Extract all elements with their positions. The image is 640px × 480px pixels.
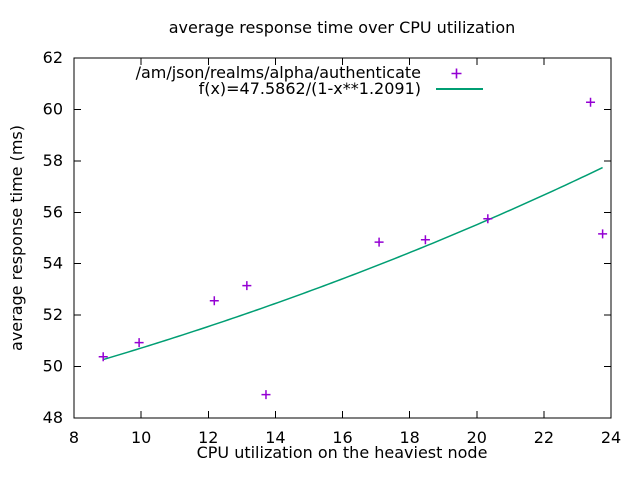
- y-tick-label: 52: [43, 305, 63, 324]
- y-tick-label: 50: [43, 357, 63, 376]
- data-point-marker: [134, 338, 144, 348]
- y-axis-label: average response time (ms): [7, 125, 26, 351]
- x-tick-label: 16: [332, 428, 352, 447]
- x-tick-label: 12: [198, 428, 218, 447]
- x-tick-label: 22: [534, 428, 554, 447]
- x-tick-label: 10: [131, 428, 151, 447]
- legend-item-fit: f(x)=47.5862/(1-x**1.2091): [74, 81, 483, 97]
- data-point-marker: [242, 281, 252, 291]
- legend-label-points: /am/json/realms/alpha/authenticate: [135, 63, 421, 82]
- y-tick-label: 54: [43, 254, 63, 273]
- chart-title: average response time over CPU utilizati…: [169, 18, 516, 37]
- x-axis-label: CPU utilization on the heaviest node: [197, 443, 488, 462]
- data-point-marker: [374, 237, 384, 247]
- data-point-marker: [598, 229, 608, 239]
- legend-fit-sample: [429, 82, 483, 96]
- x-tick-label: 8: [69, 428, 79, 447]
- data-point-marker: [261, 390, 271, 400]
- y-tick-label: 60: [43, 99, 63, 118]
- legend-point-sample: [429, 66, 483, 80]
- x-tick-label: 24: [601, 428, 621, 447]
- x-tick-label: 14: [265, 428, 285, 447]
- fit-curve: [102, 166, 603, 361]
- y-tick-label: 48: [43, 408, 63, 427]
- data-point-marker: [98, 352, 108, 362]
- y-tick-label: 58: [43, 151, 63, 170]
- y-tick-label: 62: [43, 48, 63, 67]
- plus-marker-icon: [451, 68, 461, 78]
- x-tick-label: 18: [399, 428, 419, 447]
- y-tick-label: 56: [43, 202, 63, 221]
- x-tick-label: 20: [467, 428, 487, 447]
- fit-line-sample: [436, 88, 483, 90]
- legend-item-points: /am/json/realms/alpha/authenticate: [74, 65, 483, 81]
- legend-label-fit: f(x)=47.5862/(1-x**1.2091): [198, 79, 421, 98]
- legend: /am/json/realms/alpha/authenticate f(x)=…: [74, 65, 483, 97]
- data-point-marker: [586, 97, 596, 107]
- plot-border: [73, 57, 612, 419]
- data-point-marker: [420, 235, 430, 245]
- data-point-marker: [209, 296, 219, 306]
- data-point-marker: [483, 214, 493, 224]
